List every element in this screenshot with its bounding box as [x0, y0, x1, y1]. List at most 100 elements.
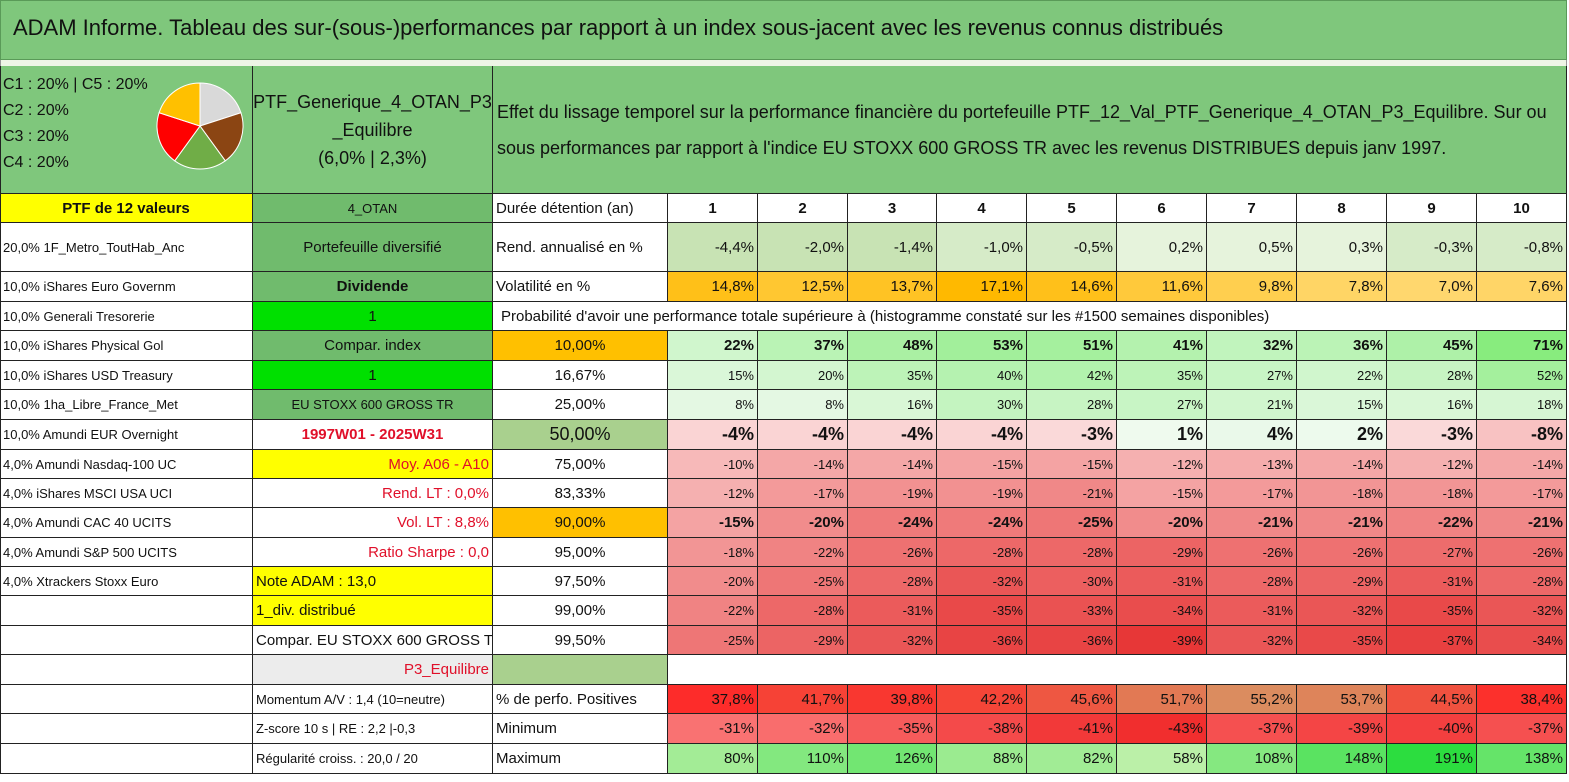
info-cell: 4_OTAN	[253, 194, 493, 223]
quantile-value: -26%	[1477, 538, 1567, 567]
quantile-value: -10%	[668, 450, 758, 479]
pie-legend-item: C3 : 20%	[3, 128, 69, 145]
quantile-value: -28%	[1027, 538, 1117, 567]
info-cell: P3_Equilibre	[253, 655, 493, 685]
info-cell: Compar. index	[253, 331, 493, 361]
quantile-value: -3%	[1027, 420, 1117, 450]
holding-item: 10,0% iShares USD Treasury	[0, 361, 253, 390]
quantile-value: -32%	[1477, 596, 1567, 626]
positives-value: 38,4%	[1477, 685, 1567, 714]
pie-panel: C1 : 20% | C5 : 20% C2 : 20% C3 : 20% C4 : …	[0, 66, 253, 194]
maximum-value: 58%	[1117, 744, 1207, 774]
info-cell: Compar. EU STOXX 600 GROSS TR	[253, 626, 493, 655]
maximum-value: 110%	[758, 744, 848, 774]
holding-item: 4,0% Amundi CAC 40 UCITS	[0, 508, 253, 538]
quantile-value: -15%	[1117, 479, 1207, 508]
year-header: 1	[668, 194, 758, 223]
vol-value: 9,8%	[1207, 272, 1297, 302]
holding-item: 10,0% iShares Physical Gol	[0, 331, 253, 361]
holding-item: 20,0% 1F_Metro_ToutHab_Anc	[0, 223, 253, 272]
rend-value: 0,5%	[1207, 223, 1297, 272]
minimum-value: -35%	[848, 714, 937, 744]
vol-value: 11,6%	[1117, 272, 1207, 302]
quantile-value: -26%	[848, 538, 937, 567]
probability-label: Probabilité d'avoir une performance tota…	[493, 302, 1567, 331]
quantile-value: 53%	[937, 331, 1027, 361]
quantile-value: 71%	[1477, 331, 1567, 361]
vol-value: 14,6%	[1027, 272, 1117, 302]
vol-value: 7,6%	[1477, 272, 1567, 302]
quantile-value: 28%	[1027, 390, 1117, 420]
holding-empty	[0, 714, 253, 744]
minimum-value: -40%	[1387, 714, 1477, 744]
quantile-value: -39%	[1117, 626, 1207, 655]
year-header: 8	[1297, 194, 1387, 223]
quantile-value: -36%	[1027, 626, 1117, 655]
quantile-value: 22%	[668, 331, 758, 361]
positives-value: 44,5%	[1387, 685, 1477, 714]
quantile-value: -3%	[1387, 420, 1477, 450]
portfolio-name-line: _Equilibre	[332, 119, 413, 140]
quantile-label: 99,50%	[493, 626, 668, 655]
info-cell: 1997W01 - 2025W31	[253, 420, 493, 450]
quantile-label: 10,00%	[493, 331, 668, 361]
pie-legend-item: C2 : 20%	[3, 102, 69, 119]
quantile-value: -17%	[1207, 479, 1297, 508]
minimum-value: -41%	[1027, 714, 1117, 744]
info-cell: EU STOXX 600 GROSS TR	[253, 390, 493, 420]
years-label: Durée détention (an)	[493, 194, 668, 223]
quantile-value: -35%	[937, 596, 1027, 626]
quantile-value: 21%	[1207, 390, 1297, 420]
quantile-value: 37%	[758, 331, 848, 361]
quantile-value: -26%	[1297, 538, 1387, 567]
quantile-value: -15%	[1027, 450, 1117, 479]
holding-item: 4,0% Amundi Nasdaq-100 UC	[0, 450, 253, 479]
quantile-value: -30%	[1027, 567, 1117, 596]
vol-value: 17,1%	[937, 272, 1027, 302]
quantile-value: -34%	[1477, 626, 1567, 655]
quantile-value: 36%	[1297, 331, 1387, 361]
info-cell: Vol. LT : 8,8%	[253, 508, 493, 538]
quantile-value: -36%	[937, 626, 1027, 655]
quantile-value: 18%	[1477, 390, 1567, 420]
year-header: 4	[937, 194, 1027, 223]
quantile-value: -28%	[848, 567, 937, 596]
spacer-cell	[493, 655, 668, 685]
pie-legend-item: C4 : 20%	[3, 154, 69, 171]
maximum-label: Maximum	[493, 744, 668, 774]
quantile-label: 95,00%	[493, 538, 668, 567]
quantile-value: 32%	[1207, 331, 1297, 361]
quantile-value: -15%	[668, 508, 758, 538]
quantile-value: -31%	[1117, 567, 1207, 596]
rend-value: -4,4%	[668, 223, 758, 272]
quantile-label: 99,00%	[493, 596, 668, 626]
quantile-value: -4%	[937, 420, 1027, 450]
quantile-value: 52%	[1477, 361, 1567, 390]
quantile-value: 16%	[848, 390, 937, 420]
quantile-value: -21%	[1297, 508, 1387, 538]
quantile-value: 35%	[848, 361, 937, 390]
rend-value: -0,5%	[1027, 223, 1117, 272]
holding-item: 10,0% Amundi EUR Overnight	[0, 420, 253, 450]
quantile-label: 16,67%	[493, 361, 668, 390]
pie-slice	[156, 112, 201, 162]
quantile-value: -25%	[758, 567, 848, 596]
rend-value: -1,0%	[937, 223, 1027, 272]
positives-value: 45,6%	[1027, 685, 1117, 714]
quantile-value: -8%	[1477, 420, 1567, 450]
quantile-value: 27%	[1117, 390, 1207, 420]
pie-slice	[174, 125, 226, 170]
quantile-label: 83,33%	[493, 479, 668, 508]
quantile-value: 1%	[1117, 420, 1207, 450]
quantile-value: -21%	[1207, 508, 1297, 538]
quantile-value: -4%	[758, 420, 848, 450]
year-header: 5	[1027, 194, 1117, 223]
quantile-value: -33%	[1027, 596, 1117, 626]
quantile-value: 51%	[1027, 331, 1117, 361]
quantile-value: -31%	[1207, 596, 1297, 626]
title-separator	[0, 60, 1567, 66]
spacer-row	[668, 655, 1567, 685]
quantile-value: 30%	[937, 390, 1027, 420]
rend-value: -1,4%	[848, 223, 937, 272]
